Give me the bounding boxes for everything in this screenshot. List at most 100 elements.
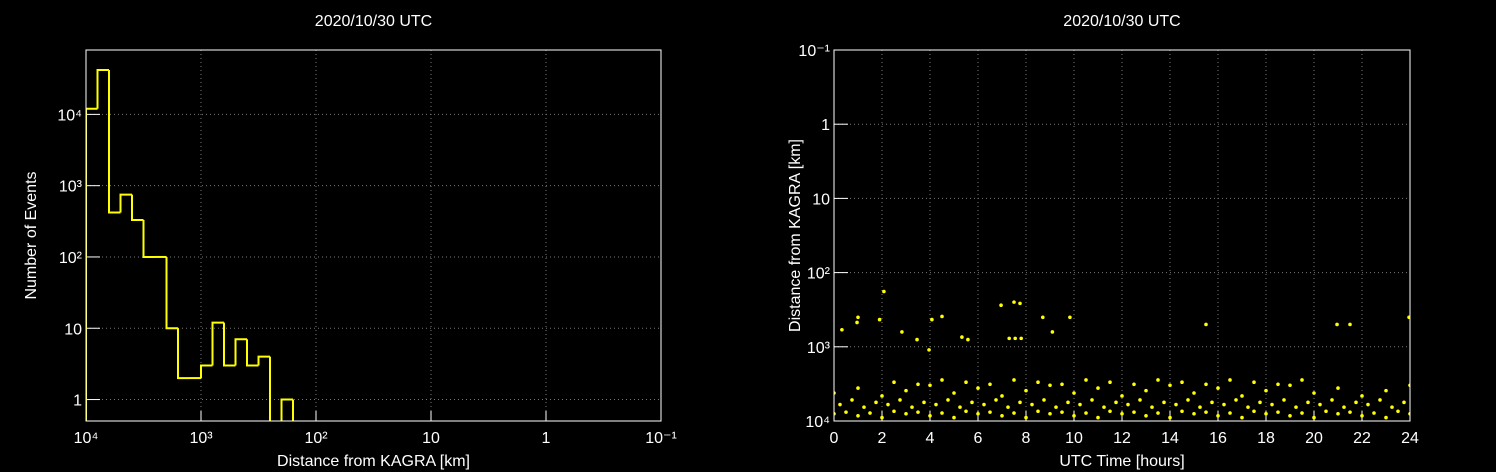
- scatter-point: [877, 317, 882, 322]
- scatter-point: [1318, 402, 1322, 407]
- scatter-point: [1348, 322, 1352, 327]
- scatter-point: [1204, 410, 1208, 414]
- scatter-point: [964, 380, 968, 385]
- x-tick-label: 14: [1161, 430, 1179, 447]
- scatter-point: [1222, 402, 1226, 407]
- scatter-point: [1108, 409, 1112, 414]
- histogram-bin: [131, 194, 144, 221]
- scatter-point: [988, 382, 992, 387]
- scatter-point: [1407, 315, 1410, 320]
- x-tick-label: 10³: [189, 430, 213, 447]
- scatter-point: [930, 317, 934, 322]
- scatter-point: [1240, 415, 1244, 420]
- scatter-point: [1348, 410, 1352, 414]
- histogram-bin: [165, 256, 178, 330]
- x-tick-label: 16: [1209, 430, 1227, 447]
- scatter-point: [1068, 315, 1072, 320]
- scatter-point: [844, 410, 848, 414]
- scatter-point: [904, 412, 908, 416]
- scatter-point: [1216, 413, 1220, 418]
- scatter-point: [940, 378, 944, 382]
- y-tick-label: 1: [73, 393, 82, 410]
- scatter-point: [1048, 412, 1052, 416]
- scatter-point: [958, 405, 962, 409]
- scatter-point: [1168, 415, 1172, 420]
- scatter-point: [1054, 405, 1058, 409]
- scatter-point: [1300, 378, 1304, 382]
- y-tick-label: 10⁻¹: [798, 43, 830, 60]
- scatter-point: [1066, 400, 1070, 405]
- scatter-point: [904, 388, 908, 393]
- scatter-point: [1180, 409, 1184, 414]
- scatter-point: [1258, 400, 1262, 405]
- scatter-point: [850, 398, 854, 402]
- scatter-point: [1330, 398, 1334, 402]
- x-tick-label: 18: [1257, 430, 1275, 447]
- scatter-point: [892, 409, 896, 414]
- scatter-point: [964, 409, 968, 414]
- scatter-point: [1192, 391, 1196, 395]
- x-tick-label: 6: [974, 430, 983, 447]
- x-tick-label: 10: [422, 430, 440, 447]
- x-tick-label: 10⁴: [74, 430, 99, 447]
- scatter-point: [1012, 378, 1016, 382]
- scatter-point: [880, 415, 884, 420]
- x-tick-label: 4: [926, 430, 935, 447]
- scatter-point: [960, 335, 964, 339]
- scatter-point: [1390, 405, 1394, 409]
- scatter-point: [1078, 402, 1082, 407]
- scatter-point: [1372, 411, 1376, 415]
- scatter-point: [1156, 378, 1160, 382]
- scatter-point: [940, 314, 944, 319]
- scatter-point: [988, 410, 992, 414]
- scatter-point: [1402, 400, 1406, 405]
- scatter-point: [934, 402, 938, 407]
- scatter-point: [1132, 382, 1136, 387]
- scatter-point: [1396, 409, 1400, 414]
- y-tick-label: 10²: [59, 250, 83, 267]
- scatter-point: [868, 411, 872, 415]
- scatter-point: [999, 303, 1003, 307]
- scatter-point: [898, 398, 902, 402]
- scatter-point: [900, 330, 904, 334]
- y-axis-label: Distance from KAGRA [km]: [787, 139, 804, 332]
- scatter-point: [862, 405, 866, 409]
- scatter-point: [1192, 412, 1196, 416]
- scatter-point: [994, 398, 998, 402]
- scatter-point: [1264, 388, 1268, 393]
- scatter-point: [1180, 380, 1184, 385]
- scatter-point: [1030, 402, 1034, 407]
- scatter-point: [928, 383, 932, 388]
- scatter-point: [1060, 410, 1064, 414]
- scatter-point: [1228, 411, 1232, 415]
- scatter-point: [1041, 315, 1045, 320]
- scatter-point: [952, 415, 956, 420]
- scatter-point: [1036, 409, 1040, 414]
- histogram-bin: [280, 398, 293, 421]
- scatter-point: [946, 398, 950, 402]
- scatter-point: [1234, 398, 1238, 402]
- scatter-point: [1204, 382, 1208, 387]
- x-tick-label: 12: [1113, 430, 1131, 447]
- scatter-point: [1168, 383, 1172, 388]
- x-tick-label: 2: [878, 430, 887, 447]
- scatter-point: [1360, 413, 1364, 418]
- scatter-point: [952, 391, 956, 395]
- scatter-point: [1282, 398, 1286, 402]
- scatter-point: [856, 315, 860, 320]
- y-tick-label: 10⁴: [57, 107, 82, 124]
- scatter-point: [1335, 322, 1339, 327]
- scatter-point: [1084, 411, 1088, 415]
- scatter-point: [1042, 398, 1046, 402]
- scatter-point: [927, 348, 931, 352]
- x-axis-label: UTC Time [hours]: [1059, 453, 1184, 470]
- y-tick-label: 10: [812, 191, 830, 208]
- x-tick-label: 0: [830, 430, 839, 447]
- scatter-point: [1252, 380, 1256, 385]
- scatter-point: [1072, 413, 1076, 418]
- scatter-point: [1006, 405, 1010, 409]
- scatter-point: [1366, 402, 1370, 407]
- x-tick-label: 24: [1401, 430, 1419, 447]
- chart-title: 2020/10/30 UTC: [1063, 13, 1180, 30]
